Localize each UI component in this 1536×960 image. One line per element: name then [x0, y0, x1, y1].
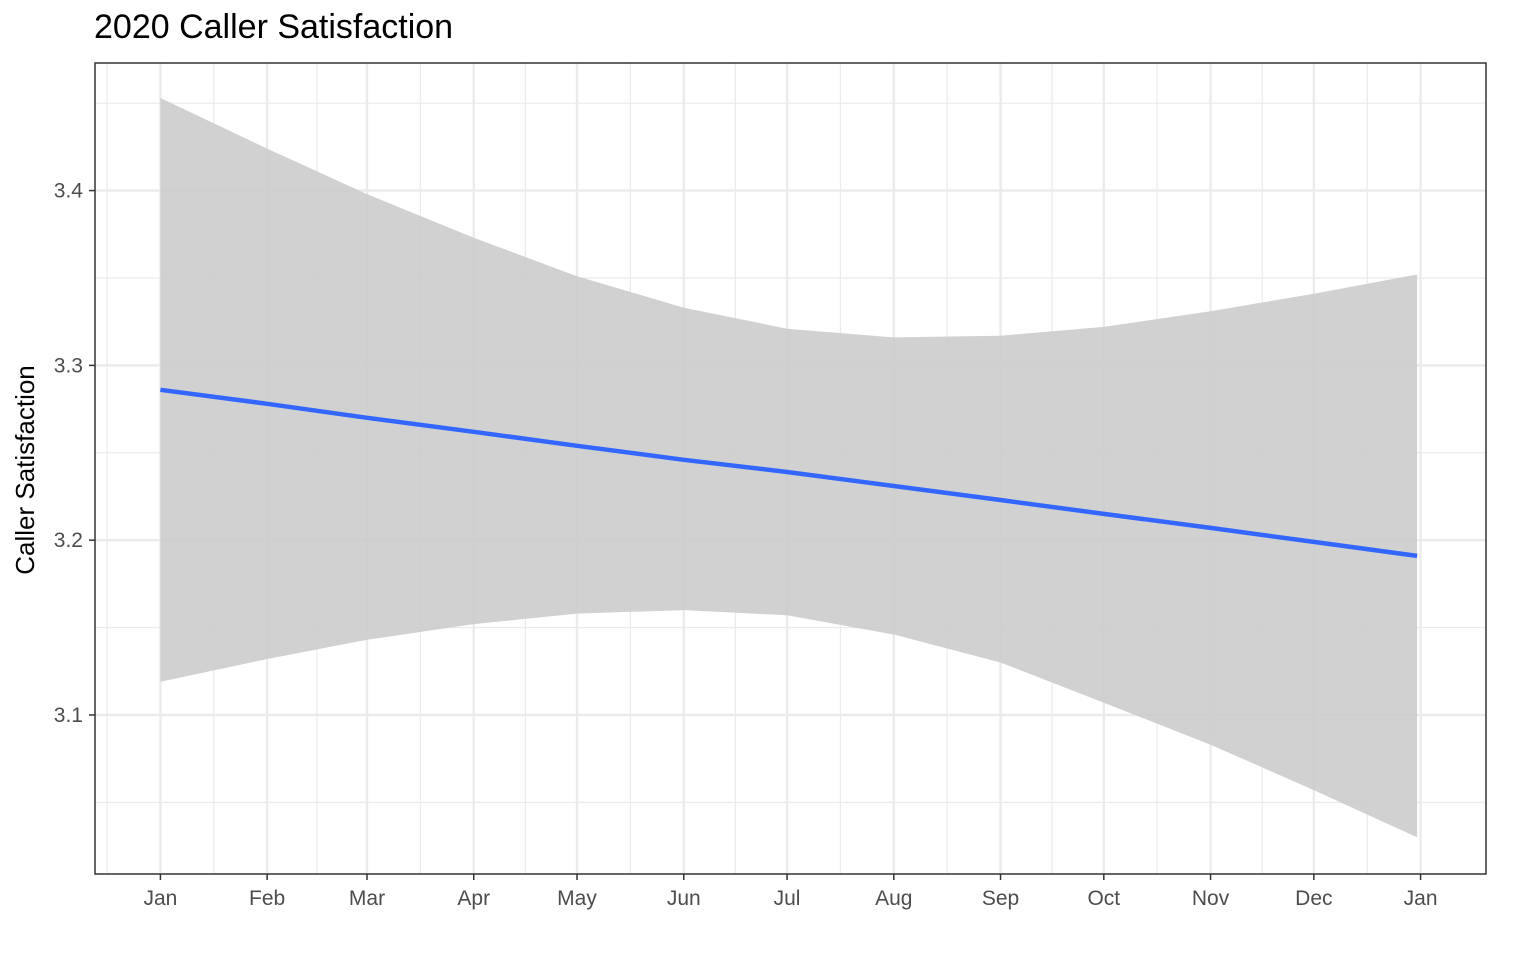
trend-line-layer — [160, 387, 1418, 559]
x-tick-label: Feb — [249, 887, 285, 910]
y-axis: 3.1 3.2 3.3 3.4 — [54, 180, 95, 727]
x-tick-label: Aug — [875, 887, 912, 910]
x-tick-label: Dec — [1295, 887, 1332, 910]
y-tick-label: 3.4 — [54, 180, 84, 203]
x-tick-label: Apr — [457, 887, 490, 910]
trend-line — [160, 387, 1418, 559]
y-tick-label: 3.2 — [54, 529, 83, 552]
y-axis-title: Caller Satisfaction — [10, 365, 40, 575]
y-tick-label: 3.1 — [54, 704, 83, 727]
x-tick-label: Sep — [982, 887, 1019, 910]
x-tick-label: Jan — [1404, 887, 1438, 910]
x-tick-label: Jan — [143, 887, 177, 910]
x-tick-label: Oct — [1087, 887, 1120, 910]
panel-border — [94, 62, 1487, 875]
x-tick-label: Jul — [774, 887, 801, 910]
y-tick-label: 3.3 — [54, 354, 83, 377]
x-tick-label: Jun — [667, 887, 701, 910]
x-tick-label: May — [557, 887, 597, 910]
confidence-band-layer — [160, 98, 1418, 838]
confidence-band — [160, 98, 1418, 838]
x-tick-label: Nov — [1192, 887, 1230, 910]
x-axis: Jan Feb Mar Apr May Jun Jul Aug Sep Oct Nov Dec Jan — [143, 874, 1438, 910]
panel-frame — [94, 62, 1487, 875]
x-tick-label: Mar — [349, 887, 385, 910]
chart-title: 2020 Caller Satisfaction — [94, 8, 454, 46]
